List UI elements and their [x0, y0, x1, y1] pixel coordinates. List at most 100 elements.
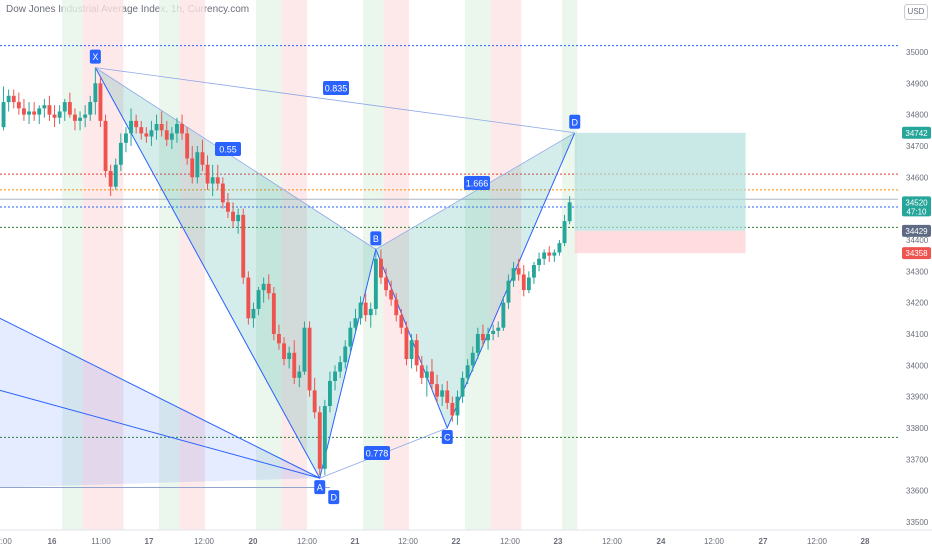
candle [124, 133, 128, 143]
svg-text:D: D [331, 493, 338, 503]
candle [328, 380, 332, 407]
point-label-x: X [89, 49, 101, 64]
stop-zone [574, 230, 746, 254]
candle [333, 371, 337, 381]
x-tick-label: 12:00 [194, 537, 215, 546]
candle [491, 330, 496, 334]
candle [261, 283, 266, 291]
candle [103, 120, 108, 172]
candle [363, 302, 368, 316]
candle [537, 258, 541, 266]
candle [312, 390, 317, 413]
candle [22, 108, 26, 115]
candle [98, 83, 103, 121]
candle [220, 183, 225, 203]
currency-selector[interactable]: USD [904, 4, 928, 20]
x-tick-label: 20 [249, 537, 258, 546]
pattern-ratio-line [375, 132, 575, 250]
x-tick-label: 28 [861, 537, 870, 546]
candle [567, 202, 572, 222]
svg-text:34742: 34742 [905, 129, 928, 138]
y-tick-label: 34600 [906, 173, 929, 182]
x-tick-label: 12:00 [398, 537, 419, 546]
x-tick-label: 23 [554, 537, 563, 546]
candle [57, 111, 62, 118]
candle [481, 333, 485, 341]
y-tick-label: 34300 [906, 267, 929, 276]
candle [241, 214, 246, 278]
y-tick-label: 34400 [906, 236, 929, 245]
candle [353, 318, 358, 328]
point-label-d2: D [328, 490, 340, 505]
candle [506, 280, 511, 303]
session-band [256, 0, 282, 530]
candle [134, 120, 139, 128]
svg-text:0.55: 0.55 [219, 145, 237, 155]
candle [215, 177, 220, 184]
x-tick-label: 16 [48, 537, 57, 546]
candle [307, 327, 312, 391]
x-tick-label: 22 [452, 537, 461, 546]
candle [185, 133, 190, 159]
candle [210, 177, 215, 184]
candle [394, 299, 399, 316]
candle [108, 171, 113, 187]
y-tick-label: 34000 [906, 361, 929, 370]
candle [552, 252, 557, 256]
candle [460, 377, 465, 397]
candle [113, 164, 118, 187]
point-label-d: D [569, 114, 581, 129]
candle [409, 340, 414, 360]
candle [144, 133, 149, 137]
pattern-bcd-fill [375, 132, 575, 428]
harmonic-pattern-2-fill [0, 318, 320, 488]
point-label-a: A [314, 480, 326, 495]
candle [169, 133, 174, 140]
candle [542, 252, 547, 259]
candle [532, 265, 536, 278]
candle [297, 371, 302, 378]
y-tick-label: 35000 [906, 48, 929, 57]
candle [557, 243, 562, 253]
candle [373, 258, 378, 309]
session-band [82, 0, 124, 530]
x-tick-label: 12:00 [807, 537, 828, 546]
candle [455, 396, 460, 416]
candle [277, 333, 281, 344]
candle [475, 333, 480, 353]
candle [32, 111, 37, 115]
candle [496, 327, 501, 331]
y-tick-label: 33600 [906, 487, 929, 496]
candle [88, 102, 93, 115]
candle [175, 124, 179, 134]
x-tick-label: 24 [657, 537, 666, 546]
candle [73, 114, 77, 121]
ratio-label: 0.778 [364, 446, 390, 460]
candle [562, 221, 567, 244]
candle [93, 83, 98, 103]
candle [37, 108, 42, 115]
candle [424, 371, 429, 378]
candle [195, 152, 200, 178]
y-tick-label: 33700 [906, 455, 929, 464]
candle [11, 95, 16, 103]
x-tick-label: 12:00 [297, 537, 318, 546]
candle [501, 302, 506, 328]
price-tag: 34358 [902, 247, 931, 260]
y-tick-label: 34200 [906, 299, 929, 308]
candle [440, 390, 445, 397]
candle [470, 352, 475, 366]
candle [52, 114, 57, 118]
candle [236, 214, 241, 222]
session-band [159, 0, 180, 530]
candle [231, 211, 235, 222]
candle [287, 352, 292, 360]
price-tag: 34742 [902, 126, 931, 139]
candle [343, 346, 348, 363]
candle [67, 102, 72, 115]
candle [78, 117, 82, 121]
svg-text:34429: 34429 [905, 227, 928, 236]
session-band [281, 0, 307, 530]
candle [190, 158, 195, 178]
